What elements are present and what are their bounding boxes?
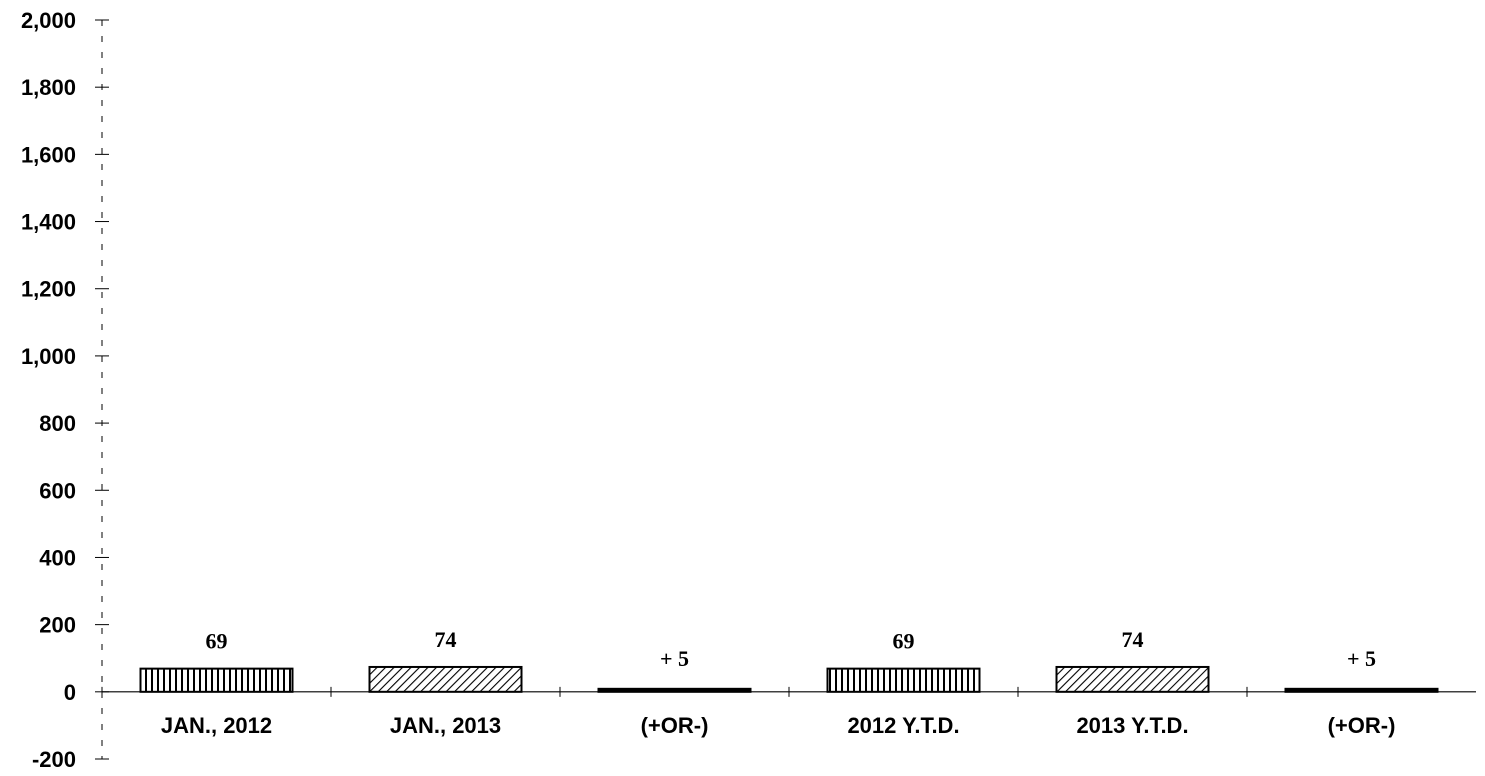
y-tick-label: 2,000 bbox=[21, 8, 76, 33]
bar bbox=[368, 665, 523, 693]
y-tick-label: 1,200 bbox=[21, 277, 76, 302]
data-label: 74 bbox=[435, 627, 457, 652]
y-tick-label: 1,400 bbox=[21, 210, 76, 235]
y-tick-label: -200 bbox=[32, 747, 76, 772]
y-tick-label: 600 bbox=[39, 478, 76, 503]
bar bbox=[1055, 665, 1210, 693]
y-tick-label: 1,000 bbox=[21, 344, 76, 369]
bars bbox=[139, 665, 1439, 693]
data-label: 69 bbox=[206, 629, 228, 654]
data-labels: 69 74 + 5 69 74 + 5 bbox=[206, 627, 1377, 671]
x-axis: JAN., 2012 JAN., 2013 (+OR-) 2012 Y.T.D. 201… bbox=[101, 686, 1476, 738]
x-tick-label: 2012 Y.T.D. bbox=[847, 713, 959, 738]
data-label: + 5 bbox=[660, 646, 689, 671]
bar bbox=[597, 687, 752, 693]
data-label: 74 bbox=[1122, 627, 1144, 652]
y-tick-label: 400 bbox=[39, 545, 76, 570]
y-tick-label: 1,600 bbox=[21, 142, 76, 167]
data-label: + 5 bbox=[1347, 646, 1376, 671]
bar bbox=[139, 667, 294, 693]
x-tick-label: JAN., 2013 bbox=[390, 713, 501, 738]
y-tick-label: 800 bbox=[39, 411, 76, 436]
y-tick-label: 1,800 bbox=[21, 75, 76, 100]
y-axis: -200 0 200 400 600 800 1,000 1,200 1,400 1,600 1,8… bbox=[21, 8, 109, 772]
x-tick-label: (+OR-) bbox=[641, 713, 709, 738]
x-tick-label: 2013 Y.T.D. bbox=[1076, 713, 1188, 738]
x-tick-label: (+OR-) bbox=[1328, 713, 1396, 738]
data-label: 69 bbox=[893, 629, 915, 654]
y-tick-label: 200 bbox=[39, 613, 76, 638]
bar bbox=[826, 667, 981, 693]
bar bbox=[1284, 687, 1439, 693]
y-tick-label: 0 bbox=[64, 680, 76, 705]
x-tick-label: JAN., 2012 bbox=[161, 713, 272, 738]
